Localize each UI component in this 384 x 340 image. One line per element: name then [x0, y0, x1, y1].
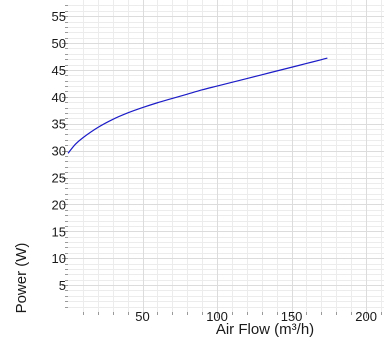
- minor-grid: [68, 0, 384, 312]
- y-tick-label: 30: [52, 144, 66, 159]
- x-axis-title: Air Flow (m³/h): [216, 321, 314, 338]
- x-tick-label: 50: [135, 309, 149, 324]
- series-layer: [67, 57, 328, 154]
- y-tick-label: 40: [52, 90, 66, 105]
- x-tick-labels: 50 100 150 200: [135, 309, 377, 324]
- x-tick-label: 200: [355, 309, 377, 324]
- y-tick-label: 55: [52, 9, 66, 24]
- major-grid: [68, 0, 384, 312]
- y-tick-label: 25: [52, 171, 66, 186]
- y-tick-label: 45: [52, 63, 66, 78]
- power-curve-line: [67, 57, 328, 154]
- y-tick-label: 20: [52, 197, 66, 212]
- y-axis-title: Power (W): [13, 243, 30, 314]
- y-tick-label: 15: [52, 224, 66, 239]
- y-tick-label: 10: [52, 251, 66, 266]
- tick-marks: [62, 5, 382, 318]
- x-tick-label: 100: [206, 309, 228, 324]
- y-tick-label: 5: [59, 278, 66, 293]
- y-tick-label: 50: [52, 36, 66, 51]
- y-tick-label: 35: [52, 117, 66, 132]
- y-tick-labels: 5 10 15 20 25 30 35 40 45 50 55: [52, 9, 66, 293]
- x-tick-label: 150: [281, 309, 303, 324]
